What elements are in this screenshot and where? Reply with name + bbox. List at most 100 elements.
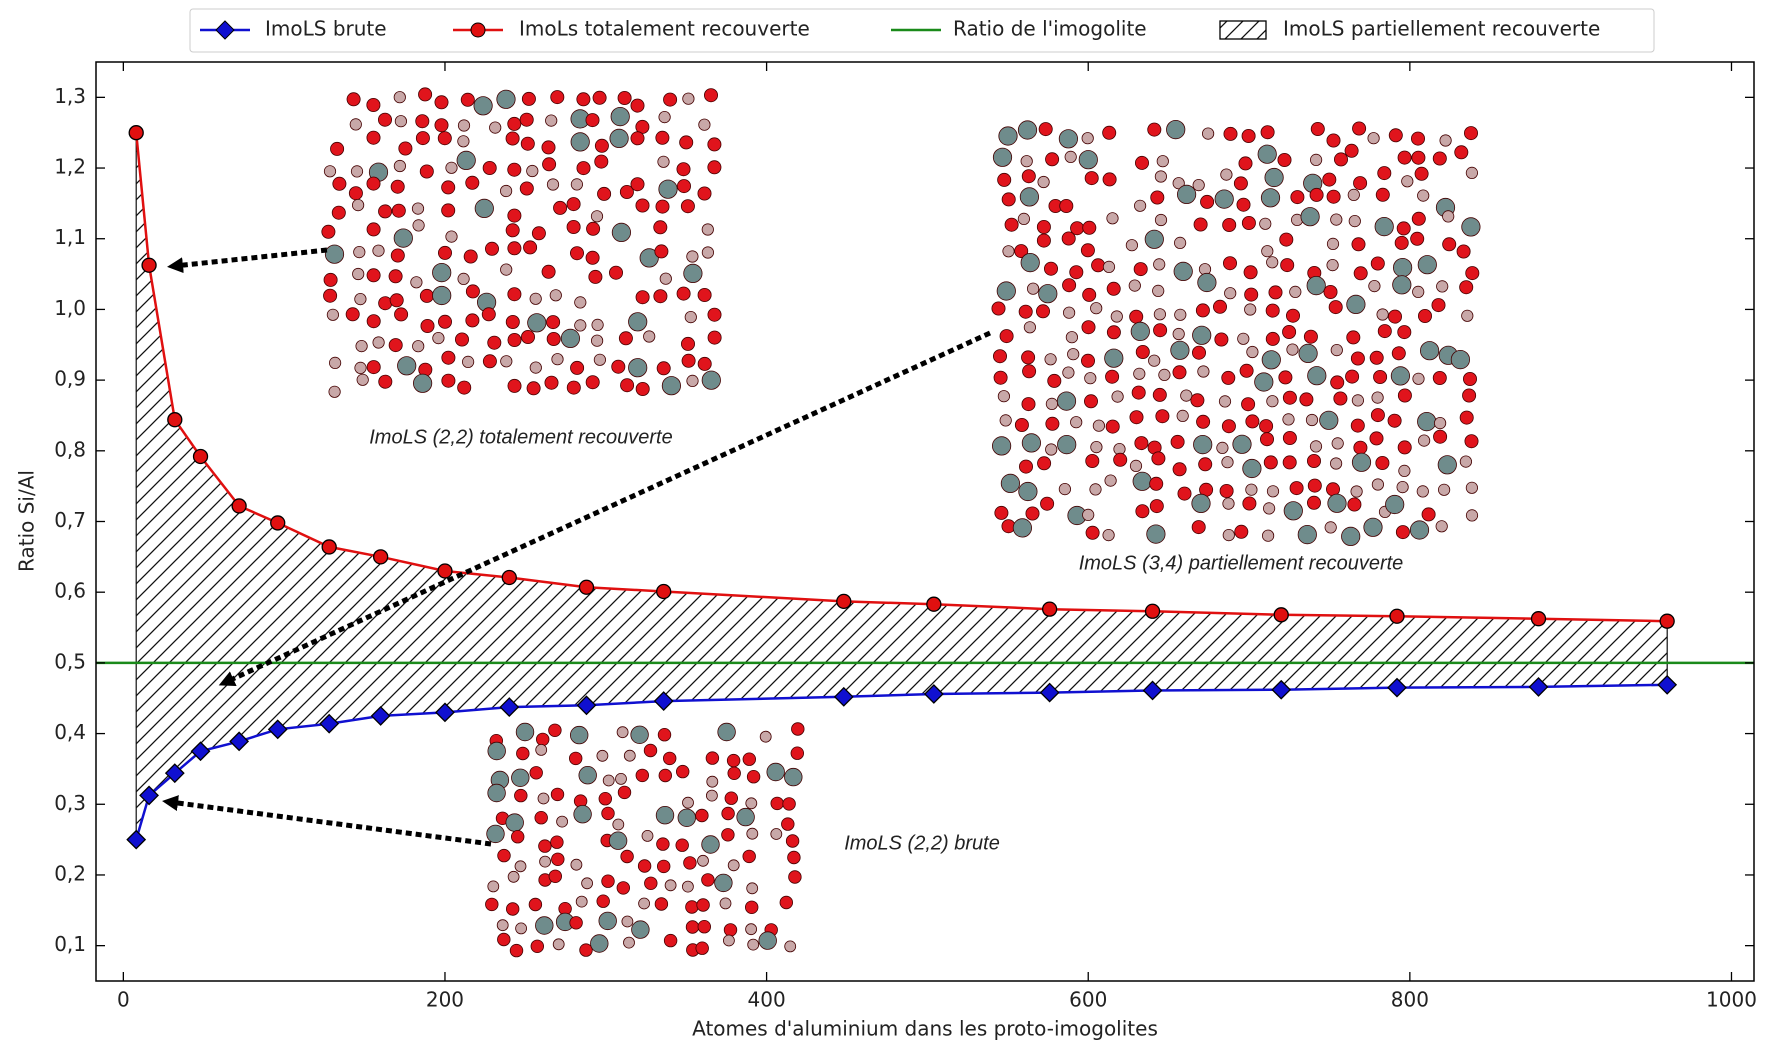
y-tick-label: 1,1 — [54, 225, 86, 249]
atom — [570, 178, 584, 191]
atom — [454, 332, 469, 347]
atom — [1279, 232, 1294, 247]
atom — [1037, 456, 1052, 471]
atom — [1397, 388, 1412, 403]
marker — [370, 705, 391, 726]
atom — [1282, 324, 1297, 339]
atom — [1021, 169, 1036, 184]
molecule-insets — [321, 87, 1481, 958]
atom — [529, 766, 543, 780]
atom — [489, 121, 502, 134]
atom — [1307, 366, 1327, 386]
atom — [643, 743, 658, 758]
atom — [635, 198, 650, 213]
atom — [354, 361, 367, 374]
atom — [1414, 166, 1429, 181]
atom — [1036, 304, 1051, 319]
atom — [1213, 299, 1228, 314]
atom — [570, 360, 585, 375]
atom — [1282, 430, 1297, 445]
atom — [1172, 327, 1185, 341]
atom — [676, 162, 691, 177]
atom — [1151, 451, 1166, 466]
atom — [328, 356, 342, 369]
atom — [1045, 443, 1058, 456]
atom — [437, 245, 452, 260]
atom — [541, 264, 556, 279]
atom — [486, 824, 505, 844]
atom — [441, 373, 456, 388]
atom — [1375, 455, 1390, 470]
atom — [566, 197, 581, 212]
atom — [507, 162, 522, 177]
atom — [1266, 256, 1279, 269]
atom — [353, 246, 366, 259]
atom — [1155, 409, 1170, 424]
atom — [1106, 212, 1119, 225]
atom — [1081, 132, 1094, 145]
atom — [1045, 397, 1059, 410]
atom — [1373, 369, 1388, 384]
atom — [601, 874, 615, 888]
atom — [1133, 262, 1148, 277]
atom — [1198, 457, 1213, 472]
atom — [618, 331, 633, 346]
atom — [1264, 167, 1284, 188]
atom — [1352, 121, 1367, 136]
atom — [496, 89, 516, 109]
atom — [704, 88, 719, 103]
atom — [1192, 325, 1212, 345]
atom — [1244, 303, 1257, 316]
arrow — [167, 247, 328, 274]
atom — [1133, 367, 1146, 380]
atom — [393, 91, 406, 104]
atom — [653, 220, 668, 235]
atom — [1245, 483, 1258, 496]
atom — [1085, 525, 1100, 540]
atom — [527, 313, 547, 333]
atom — [745, 923, 757, 936]
atom — [1326, 133, 1341, 148]
atom — [432, 331, 445, 345]
atom — [1350, 418, 1365, 433]
atom — [576, 92, 591, 107]
atom — [1289, 481, 1304, 496]
marker — [1528, 677, 1549, 697]
atom — [530, 939, 545, 954]
atom — [742, 752, 757, 766]
atom — [1377, 324, 1392, 339]
atom — [1341, 526, 1361, 547]
legend: ImoLS brute ImoLs totalement recouverte Ra… — [200, 17, 1600, 41]
atom — [1431, 298, 1446, 313]
atom — [1368, 279, 1381, 293]
marker — [653, 691, 674, 711]
atom — [1200, 194, 1215, 209]
atom — [487, 880, 500, 893]
atom — [1436, 280, 1449, 293]
atom — [1263, 455, 1278, 470]
marker — [1273, 607, 1289, 623]
atom — [1216, 441, 1229, 454]
atom — [1022, 364, 1037, 379]
atom — [1061, 231, 1076, 246]
atom — [727, 859, 740, 872]
y-tick-label: 0,2 — [54, 861, 86, 885]
atom — [610, 107, 630, 127]
atom — [591, 318, 604, 331]
atom — [1018, 481, 1038, 502]
atom — [745, 797, 758, 810]
atom — [1259, 419, 1274, 434]
atom — [1323, 284, 1338, 299]
atom — [1084, 171, 1099, 186]
atom — [785, 834, 800, 848]
marker — [1271, 679, 1292, 700]
y-tick-label: 0,6 — [54, 579, 86, 603]
atom — [1259, 217, 1272, 230]
atom — [1128, 279, 1141, 292]
atom — [1348, 215, 1361, 228]
atom — [1376, 308, 1389, 321]
atom — [434, 118, 449, 133]
atom — [1027, 282, 1040, 295]
marker — [321, 539, 337, 555]
atom — [697, 920, 712, 934]
